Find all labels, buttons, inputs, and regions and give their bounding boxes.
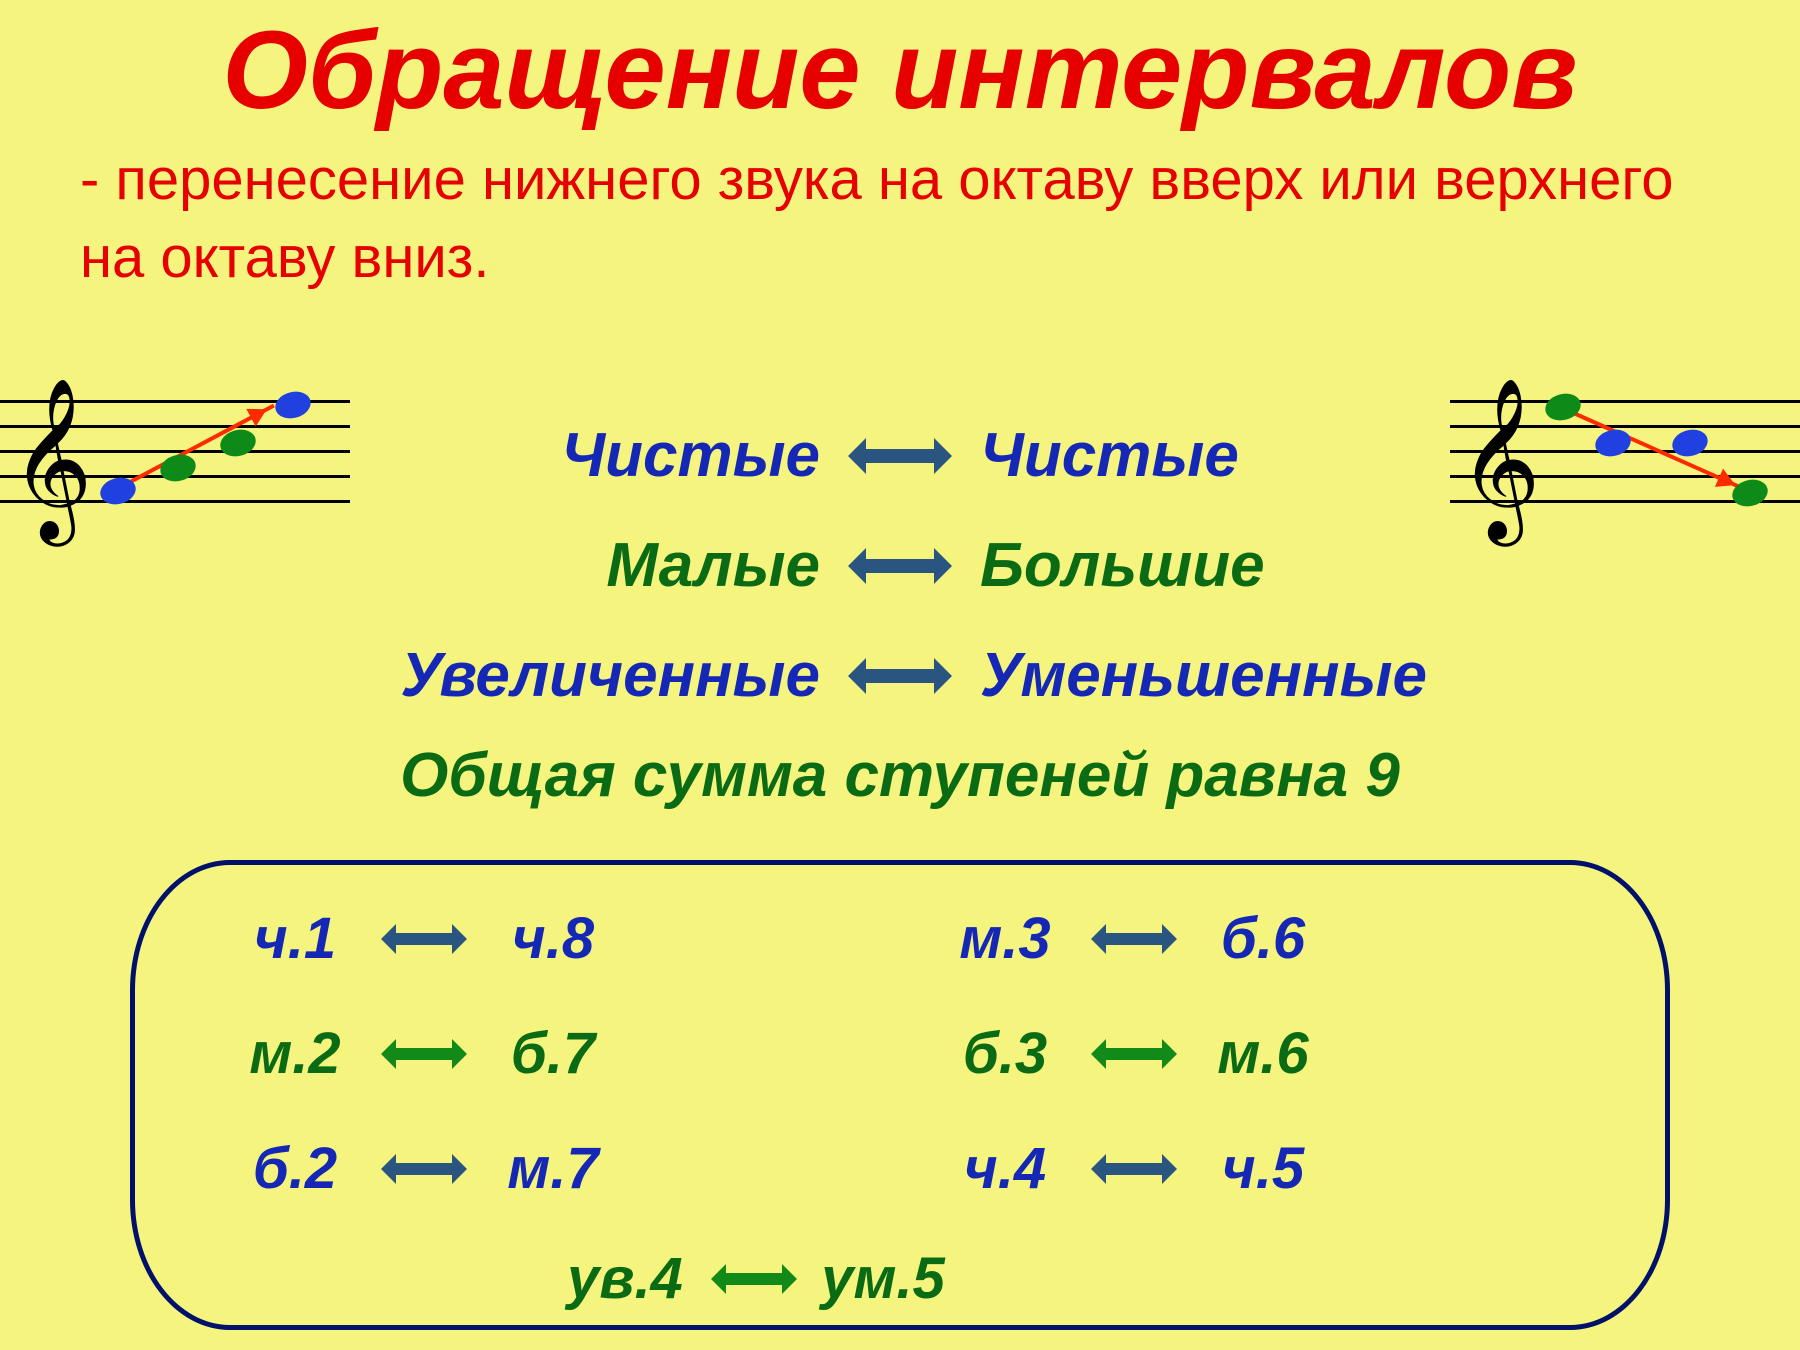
double-arrow-icon	[840, 442, 960, 470]
interval-b: м.7	[488, 1135, 618, 1202]
interval-b: м.6	[1198, 1020, 1328, 1087]
interval-a: м.3	[940, 905, 1070, 972]
interval-pair: м.3 б.6	[940, 905, 1328, 972]
mapping-right: Большие	[980, 530, 1460, 601]
mapping-left: Увеличенные	[340, 640, 820, 711]
interval-pair: ч.4 ч.5	[940, 1135, 1328, 1202]
mapping-left: Малые	[340, 530, 820, 601]
sum-rule-text: Общая сумма ступеней равна 9	[0, 740, 1800, 811]
interval-a: ч.1	[230, 905, 360, 972]
double-arrow-icon	[1084, 927, 1184, 951]
interval-pair: м.2 б.7	[230, 1020, 618, 1087]
mapping-row: Малые Большие	[0, 530, 1800, 601]
note-icon	[272, 388, 314, 422]
interval-a: б.3	[940, 1020, 1070, 1087]
mapping-left: Чистые	[340, 420, 820, 491]
interval-pair: б.3 м.6	[940, 1020, 1328, 1087]
mapping-right: Чистые	[980, 420, 1460, 491]
page-title: Обращение интервалов	[0, 0, 1800, 131]
interval-pair: ч.1 ч.8	[230, 905, 618, 972]
double-arrow-icon	[374, 927, 474, 951]
interval-a: б.2	[230, 1135, 360, 1202]
double-arrow-icon	[704, 1267, 804, 1291]
interval-pair: ув.4 ум.5	[560, 1245, 948, 1312]
interval-b: ч.8	[488, 905, 618, 972]
interval-b: б.7	[488, 1020, 618, 1087]
interval-b: ч.5	[1198, 1135, 1328, 1202]
double-arrow-icon	[1084, 1042, 1184, 1066]
mapping-row: Чистые Чистые	[0, 420, 1800, 491]
double-arrow-icon	[374, 1157, 474, 1181]
interval-b: б.6	[1198, 905, 1328, 972]
double-arrow-icon	[840, 552, 960, 580]
interval-a: ч.4	[940, 1135, 1070, 1202]
mapping-right: Уменьшенные	[980, 640, 1460, 711]
double-arrow-icon	[374, 1042, 474, 1066]
interval-a: ув.4	[560, 1245, 690, 1312]
double-arrow-icon	[1084, 1157, 1184, 1181]
interval-a: м.2	[230, 1020, 360, 1087]
interval-b: ум.5	[818, 1245, 948, 1312]
double-arrow-icon	[840, 662, 960, 690]
mapping-row: Увеличенные Уменьшенные	[0, 640, 1800, 711]
subtitle: - перенесение нижнего звука на октаву вв…	[0, 141, 1800, 298]
interval-pair: б.2 м.7	[230, 1135, 618, 1202]
